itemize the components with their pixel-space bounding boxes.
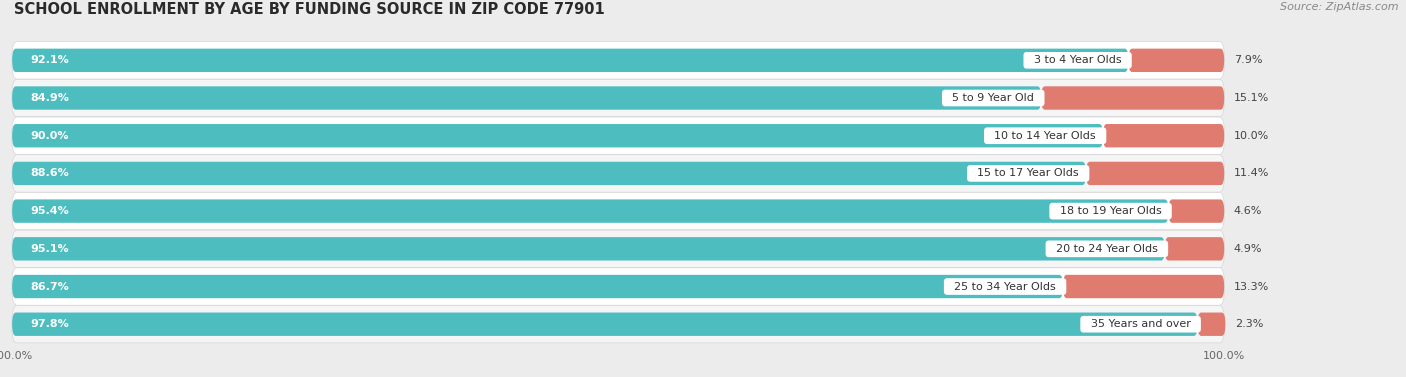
FancyBboxPatch shape [11, 42, 1225, 79]
FancyBboxPatch shape [11, 305, 1225, 343]
FancyBboxPatch shape [1042, 86, 1225, 110]
FancyBboxPatch shape [11, 80, 1225, 117]
FancyBboxPatch shape [13, 124, 1102, 147]
Text: 3 to 4 Year Olds: 3 to 4 Year Olds [1026, 55, 1129, 65]
Text: Source: ZipAtlas.com: Source: ZipAtlas.com [1281, 2, 1399, 12]
Text: 4.6%: 4.6% [1234, 206, 1263, 216]
Text: 4.9%: 4.9% [1234, 244, 1263, 254]
Text: 20 to 24 Year Olds: 20 to 24 Year Olds [1049, 244, 1164, 254]
FancyBboxPatch shape [1085, 162, 1225, 185]
FancyBboxPatch shape [1102, 124, 1225, 147]
Text: 88.6%: 88.6% [31, 169, 69, 178]
Text: 10 to 14 Year Olds: 10 to 14 Year Olds [987, 131, 1102, 141]
Text: 2.3%: 2.3% [1234, 319, 1264, 329]
FancyBboxPatch shape [1198, 313, 1226, 336]
FancyBboxPatch shape [13, 313, 1198, 336]
FancyBboxPatch shape [13, 162, 1085, 185]
Text: 90.0%: 90.0% [31, 131, 69, 141]
Text: 5 to 9 Year Old: 5 to 9 Year Old [945, 93, 1042, 103]
FancyBboxPatch shape [1164, 237, 1225, 261]
Text: 13.3%: 13.3% [1234, 282, 1270, 291]
Text: 18 to 19 Year Olds: 18 to 19 Year Olds [1053, 206, 1168, 216]
Text: 35 Years and over: 35 Years and over [1084, 319, 1198, 329]
Text: 95.1%: 95.1% [31, 244, 69, 254]
Text: 92.1%: 92.1% [31, 55, 69, 65]
FancyBboxPatch shape [13, 275, 1063, 298]
FancyBboxPatch shape [1168, 199, 1225, 223]
Text: 25 to 34 Year Olds: 25 to 34 Year Olds [948, 282, 1063, 291]
Text: 15.1%: 15.1% [1234, 93, 1270, 103]
FancyBboxPatch shape [11, 268, 1225, 305]
FancyBboxPatch shape [11, 117, 1225, 155]
FancyBboxPatch shape [13, 86, 1042, 110]
FancyBboxPatch shape [11, 155, 1225, 192]
FancyBboxPatch shape [1063, 275, 1225, 298]
FancyBboxPatch shape [11, 230, 1225, 268]
Text: 86.7%: 86.7% [31, 282, 69, 291]
FancyBboxPatch shape [1129, 49, 1225, 72]
Text: 7.9%: 7.9% [1234, 55, 1263, 65]
Text: 95.4%: 95.4% [31, 206, 69, 216]
Text: 84.9%: 84.9% [31, 93, 69, 103]
FancyBboxPatch shape [13, 237, 1164, 261]
Text: 15 to 17 Year Olds: 15 to 17 Year Olds [970, 169, 1085, 178]
Text: 10.0%: 10.0% [1234, 131, 1270, 141]
FancyBboxPatch shape [11, 193, 1225, 230]
FancyBboxPatch shape [13, 199, 1168, 223]
Text: SCHOOL ENROLLMENT BY AGE BY FUNDING SOURCE IN ZIP CODE 77901: SCHOOL ENROLLMENT BY AGE BY FUNDING SOUR… [14, 2, 605, 17]
FancyBboxPatch shape [13, 49, 1129, 72]
Text: 97.8%: 97.8% [31, 319, 69, 329]
Text: 11.4%: 11.4% [1234, 169, 1270, 178]
